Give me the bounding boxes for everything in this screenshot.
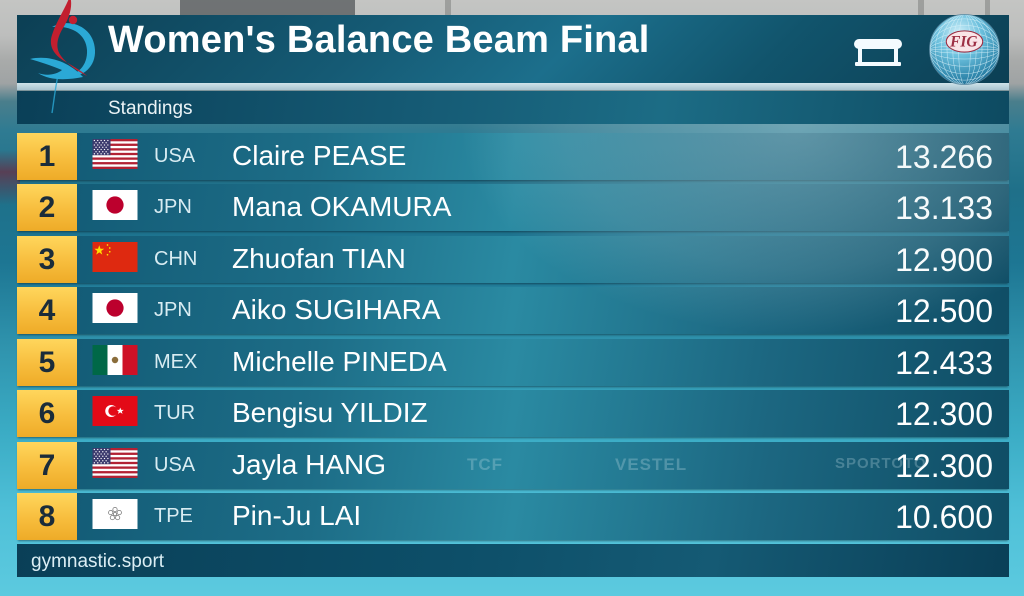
svg-text:FIG: FIG bbox=[949, 34, 977, 51]
